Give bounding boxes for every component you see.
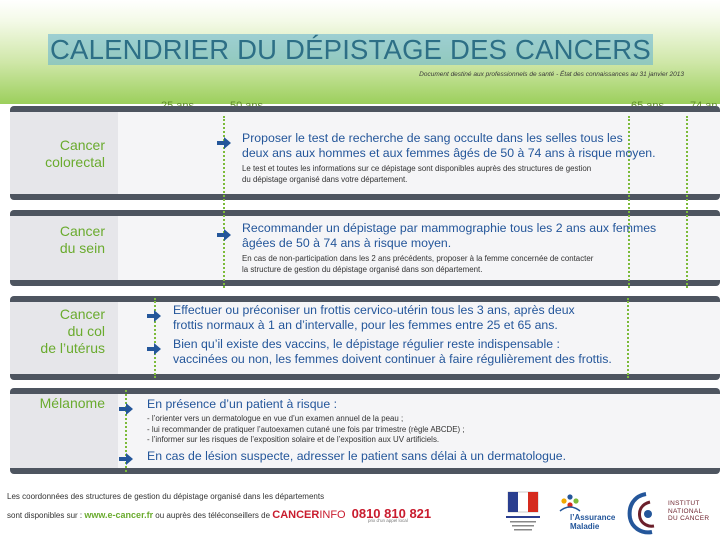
age-line-25-uterus xyxy=(154,298,156,378)
page-title: CALENDRIER DU DÉPISTAGE DES CANCERS xyxy=(48,34,653,65)
inca-logo xyxy=(627,492,655,535)
assurance-maladie-logo xyxy=(559,494,581,512)
melanome-bullet-1: - l’orienter vers un dermatologue en vue… xyxy=(147,414,404,423)
age-line-50 xyxy=(223,116,225,288)
age-line-65-uterus xyxy=(627,298,629,378)
age-line-65 xyxy=(628,116,630,288)
e-cancer-link[interactable]: www.e-cancer.fr xyxy=(84,510,154,520)
melanome-bullet-3: - l’informer sur les risques de l’exposi… xyxy=(147,435,440,444)
cancerinfo-brand: CANCER xyxy=(272,509,320,521)
arrow-right-icon xyxy=(147,343,161,355)
cancer-name-uterus: Cancer du col de l’utérus xyxy=(40,306,105,356)
footer-line-1: Les coordonnées des structures de gestio… xyxy=(7,492,325,501)
uterus-main-text-2: Bien qu’il existe des vaccins, le dépist… xyxy=(173,337,612,366)
melanome-bullet-2: - lui recommander de pratiquer l’autoexa… xyxy=(147,424,465,434)
arrow-right-icon xyxy=(119,403,133,415)
phone-note: prix d’un appel local xyxy=(368,518,408,523)
sein-main-text: Recommander un dépistage par mammographi… xyxy=(242,221,657,250)
melanome-main-text-2: En cas de lésion suspecte, adresser le p… xyxy=(147,449,567,463)
section-col-uterus: Cancer du col de l’utérus xyxy=(10,296,720,380)
header-banner: CALENDRIER DU DÉPISTAGE DES CANCERS Docu… xyxy=(0,0,720,104)
melanome-main-text-1: En présence d’un patient à risque : xyxy=(147,397,338,411)
colorectal-main-text: Proposer le test de recherche de sang oc… xyxy=(242,131,656,160)
cancer-name-melanome: Mélanome xyxy=(39,395,105,411)
cancer-name-sein: Cancer du sein xyxy=(59,223,105,256)
cancerinfo-phone: 0810 810 821 xyxy=(351,506,432,521)
cancer-name-colorectal: Cancer colorectal xyxy=(45,137,105,170)
uterus-main-text-1: Effectuer ou préconiser un frottis cervi… xyxy=(173,303,575,332)
republique-francaise-logo xyxy=(506,491,540,531)
arrow-right-icon xyxy=(119,453,133,465)
footer-line-2: sont disponibles sur : www.e-cancer.fr o… xyxy=(7,506,432,521)
arrow-right-icon xyxy=(147,310,161,322)
age-line-74 xyxy=(686,116,688,288)
colorectal-note: Le test et toutes les informations sur c… xyxy=(242,164,592,184)
inca-name: INSTITUT NATIONAL DU CANCER xyxy=(668,500,710,522)
melanome-bullets: - l’orienter vers un dermatologue en vue… xyxy=(147,414,707,446)
section-melanome: Mélanome xyxy=(10,388,720,474)
sein-note: En cas de non-participation dans les 2 a… xyxy=(242,254,594,274)
section-colorectal: Cancer colorectal xyxy=(10,106,720,200)
arrow-right-icon xyxy=(217,137,231,149)
arrow-right-icon xyxy=(217,229,231,241)
age-line-melanome xyxy=(125,390,127,472)
section-sein: Cancer du sein xyxy=(10,210,720,286)
page-subtitle: Document destiné aux professionnels de s… xyxy=(419,71,684,78)
assurance-maladie-name: l’Assurance Maladie xyxy=(570,513,616,531)
